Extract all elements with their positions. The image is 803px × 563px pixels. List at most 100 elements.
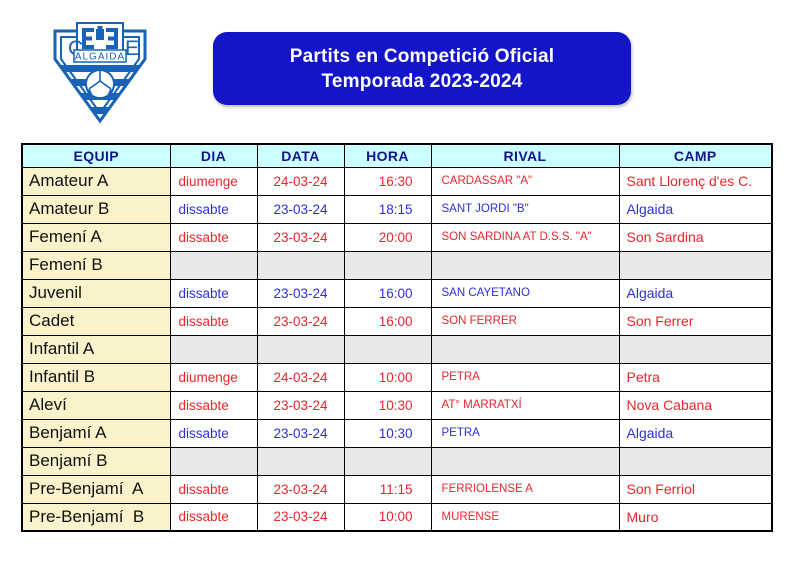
cell-rival bbox=[430, 334, 620, 364]
cell-hora: 16:30 bbox=[343, 166, 432, 196]
cell-rival: SON FERRER bbox=[430, 306, 620, 336]
svg-text:E: E bbox=[125, 37, 139, 60]
cell-rival: PETRA bbox=[430, 418, 620, 448]
cell-camp: Algaida bbox=[618, 194, 773, 224]
cell-data: 23-03-24 bbox=[256, 194, 345, 224]
title-line-1: Partits en Competició Oficial bbox=[289, 45, 555, 67]
cell-rival: SAN CAYETANO bbox=[430, 278, 620, 308]
table-row: Femení B bbox=[21, 250, 773, 280]
cell-rival: PETRA bbox=[430, 362, 620, 392]
cell-data: 23-03-24 bbox=[256, 474, 345, 504]
cell-camp: Son Ferriol bbox=[618, 474, 773, 504]
matches-table: EQUIP DIA DATA HORA RIVAL CAMP Amateur A… bbox=[21, 143, 773, 532]
cell-hora: 18:15 bbox=[343, 194, 432, 224]
cell-data: 23-03-24 bbox=[256, 502, 345, 532]
table-row: Cadet dissabte 23-03-24 16:00 SON FERRER Son … bbox=[21, 306, 773, 336]
cell-equip: Femení B bbox=[21, 250, 171, 280]
cell-rival: AT° MARRATXÍ bbox=[430, 390, 620, 420]
cell-rival bbox=[430, 250, 620, 280]
cell-dia: diumenge bbox=[169, 166, 258, 196]
cell-hora: 10:00 bbox=[343, 362, 432, 392]
column-header-dia: DIA bbox=[169, 143, 258, 168]
table-row: Juvenil dissabte 23-03-24 16:00 SAN CAYETANO… bbox=[21, 278, 773, 308]
cell-hora: 10:30 bbox=[343, 390, 432, 420]
cell-equip: Cadet bbox=[21, 306, 171, 336]
cell-camp: Algaida bbox=[618, 278, 773, 308]
cell-equip: Aleví bbox=[21, 390, 171, 420]
cell-camp bbox=[618, 334, 773, 364]
cell-dia: dissabte bbox=[169, 474, 258, 504]
cell-hora: 11:15 bbox=[343, 474, 432, 504]
cell-equip: Benjamí B bbox=[21, 446, 171, 476]
cell-data: 23-03-24 bbox=[256, 306, 345, 336]
cell-dia bbox=[169, 250, 258, 280]
table-row: Infantil A bbox=[21, 334, 773, 364]
cell-rival: MURENSE bbox=[430, 502, 620, 532]
cell-equip: Pre-Benjamí B bbox=[21, 502, 171, 532]
cell-rival: SON SARDINA AT D.S.S. "A" bbox=[430, 222, 620, 252]
cell-camp bbox=[618, 446, 773, 476]
column-header-camp: CAMP bbox=[618, 143, 773, 168]
cell-equip: Femení A bbox=[21, 222, 171, 252]
cell-dia: dissabte bbox=[169, 278, 258, 308]
cell-data: 23-03-24 bbox=[256, 390, 345, 420]
cell-camp: Son Ferrer bbox=[618, 306, 773, 336]
cell-camp bbox=[618, 250, 773, 280]
cell-dia: dissabte bbox=[169, 194, 258, 224]
cell-equip: Amateur A bbox=[21, 166, 171, 196]
cell-dia: diumenge bbox=[169, 362, 258, 392]
cell-dia bbox=[169, 446, 258, 476]
cell-rival: CARDASSAR "A" bbox=[430, 166, 620, 196]
table-row: Benjamí B bbox=[21, 446, 773, 476]
cell-dia: dissabte bbox=[169, 222, 258, 252]
cell-equip: Infantil A bbox=[21, 334, 171, 364]
cell-dia: dissabte bbox=[169, 418, 258, 448]
cell-dia: dissabte bbox=[169, 306, 258, 336]
cell-equip: Pre-Benjamí A bbox=[21, 474, 171, 504]
cell-data bbox=[256, 446, 345, 476]
cell-rival bbox=[430, 446, 620, 476]
cell-data bbox=[256, 250, 345, 280]
cell-dia bbox=[169, 334, 258, 364]
cell-camp: Nova Cabana bbox=[618, 390, 773, 420]
cell-hora: 16:00 bbox=[343, 278, 432, 308]
cell-equip: Infantil B bbox=[21, 362, 171, 392]
cell-hora bbox=[343, 334, 432, 364]
cell-data: 24-03-24 bbox=[256, 362, 345, 392]
cell-rival: SANT JORDI "B" bbox=[430, 194, 620, 224]
cell-hora bbox=[343, 446, 432, 476]
svg-text:ALGAIDA: ALGAIDA bbox=[75, 52, 125, 63]
cell-rival: FERRIOLENSE A bbox=[430, 474, 620, 504]
cell-hora: 10:30 bbox=[343, 418, 432, 448]
cell-data: 23-03-24 bbox=[256, 278, 345, 308]
cell-data: 23-03-24 bbox=[256, 418, 345, 448]
cell-data: 24-03-24 bbox=[256, 166, 345, 196]
cell-data: 23-03-24 bbox=[256, 222, 345, 252]
column-header-rival: RIVAL bbox=[430, 143, 620, 168]
table-row: Aleví dissabte 23-03-24 10:30 AT° MARRATXÍ No… bbox=[21, 390, 773, 420]
table-header-row: EQUIP DIA DATA HORA RIVAL CAMP bbox=[21, 143, 773, 168]
cell-hora: 16:00 bbox=[343, 306, 432, 336]
cell-equip: Juvenil bbox=[21, 278, 171, 308]
cell-hora: 10:00 bbox=[343, 502, 432, 532]
ce-algaida-crest-logo: C E ALGAIDA bbox=[41, 9, 159, 127]
cell-dia: dissabte bbox=[169, 390, 258, 420]
cell-hora: 20:00 bbox=[343, 222, 432, 252]
column-header-data: DATA bbox=[256, 143, 345, 168]
cell-camp: Sant Llorenç d'es C. bbox=[618, 166, 773, 196]
cell-camp: Petra bbox=[618, 362, 773, 392]
cell-camp: Muro bbox=[618, 502, 773, 532]
cell-dia: dissabte bbox=[169, 502, 258, 532]
title-banner: Partits en Competició Oficial Temporada … bbox=[213, 32, 631, 105]
cell-camp: Algaida bbox=[618, 418, 773, 448]
title-line-2: Temporada 2023-2024 bbox=[321, 70, 523, 92]
column-header-hora: HORA bbox=[343, 143, 432, 168]
page-header: C E ALGAIDA Partits en Competició Oficia… bbox=[0, 0, 803, 132]
